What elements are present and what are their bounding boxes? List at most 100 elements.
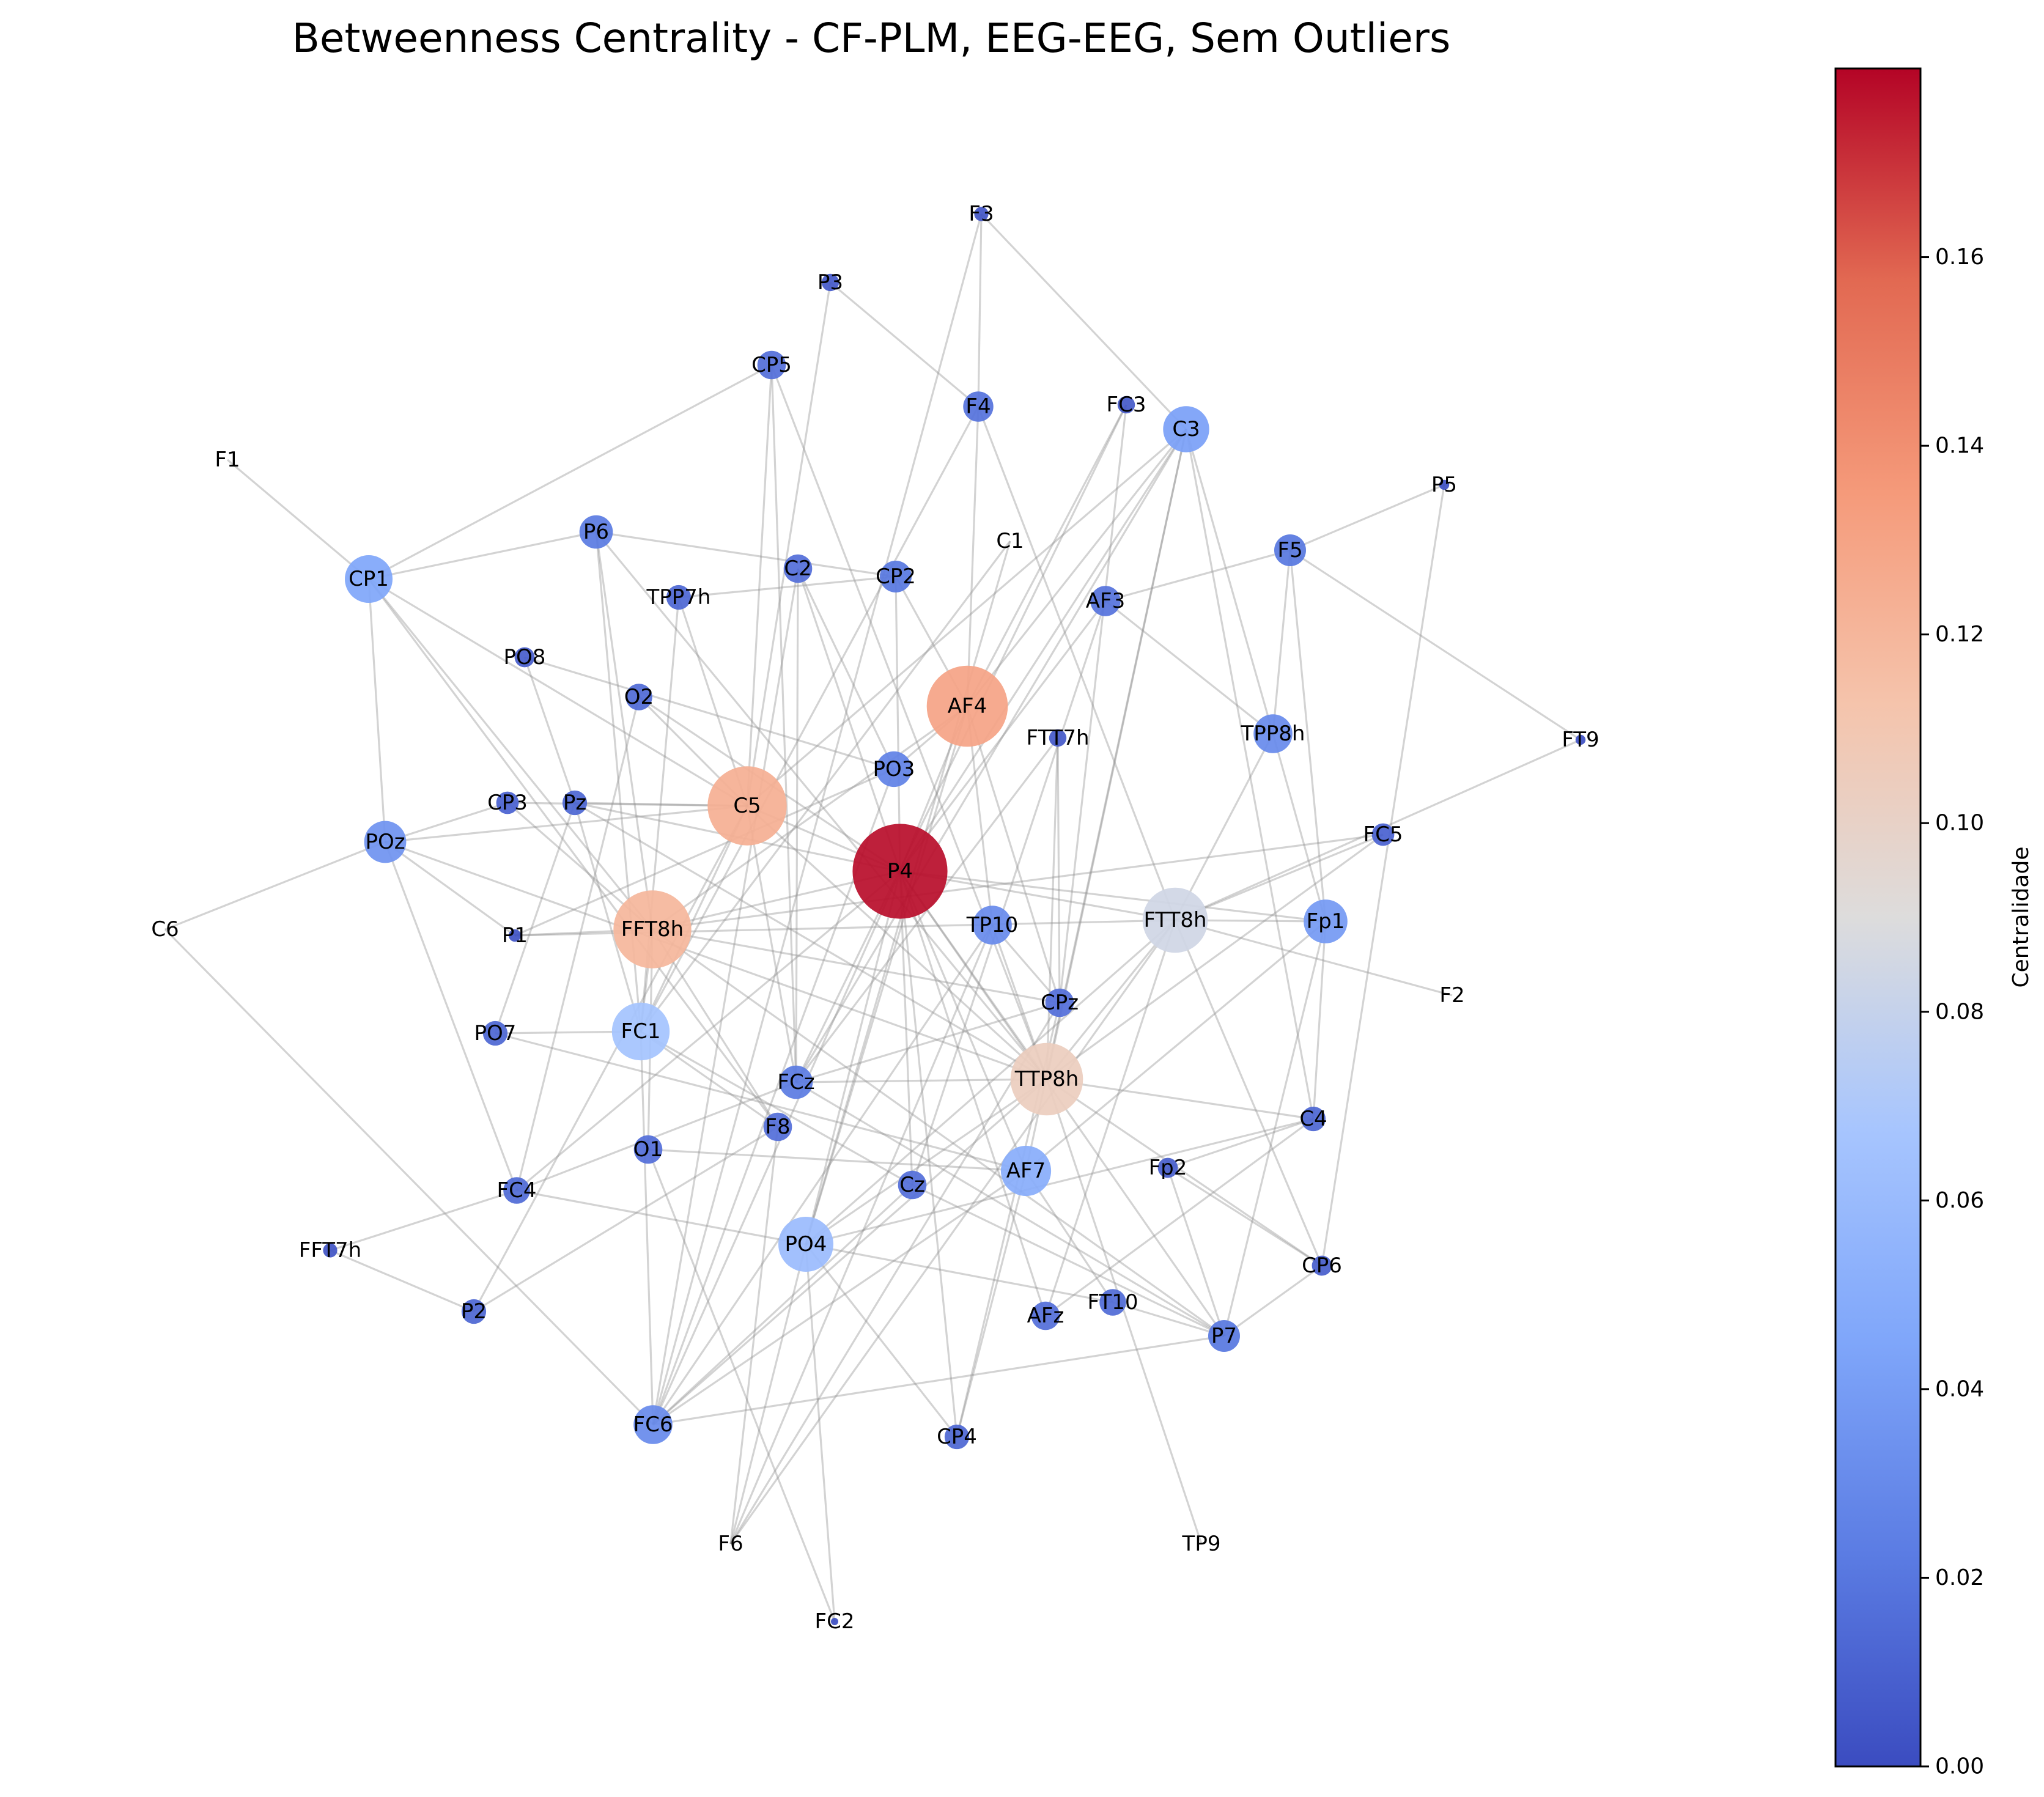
colorbar-tick-label: 0.12	[1935, 622, 1984, 647]
node-label-FTT7h: FTT7h	[1026, 726, 1089, 750]
node-label-CP4: CP4	[937, 1425, 977, 1449]
node-FTT8h	[1142, 887, 1208, 953]
edge-TTP8h-PO4	[805, 1078, 1047, 1245]
edge-FTT8h-F6	[729, 920, 1176, 1544]
edge-CP3-C5	[507, 802, 748, 807]
edge-PO4-CP4	[805, 1244, 958, 1437]
node-label-FT9: FT9	[1562, 728, 1599, 752]
edge-FC5-FFT8h	[652, 833, 1384, 931]
node-P3	[821, 273, 839, 292]
node-label-CP2: CP2	[876, 564, 916, 589]
edge-F5-Fp1	[1289, 550, 1327, 922]
chart-title: Betweenness Centrality - CF-PLM, EEG-EEG…	[292, 15, 1451, 62]
node-P4	[852, 824, 948, 919]
node-AF4	[926, 665, 1008, 747]
edge-F1-CP1	[226, 459, 370, 580]
node-O2	[625, 684, 652, 710]
edge-F5-TPP8h	[1272, 550, 1291, 734]
edge-CP2-TPP7h	[678, 575, 896, 599]
edge-POz-C6	[164, 841, 386, 931]
node-label-C3: C3	[1172, 417, 1200, 441]
edge-C5-FCz	[746, 805, 797, 1083]
node-FTT7h	[1049, 729, 1067, 747]
edge-FTT8h-AFz	[1044, 920, 1176, 1316]
node-label-FC3: FC3	[1107, 393, 1146, 417]
edge-P7-CP6	[1223, 1264, 1323, 1337]
node-P7	[1208, 1320, 1240, 1352]
colorbar: 0.00 0.02 0.04 0.06 0.08 0.10 0.12 0.14 0.16 Cen…	[1834, 67, 2034, 1779]
edge-TP10-FC6	[652, 924, 994, 1425]
edge-P4-AFz	[899, 871, 1047, 1316]
node-F5	[1274, 534, 1306, 566]
node-label-F8: F8	[765, 1115, 790, 1139]
node-label-FC6: FC6	[633, 1412, 673, 1437]
edge-FTT8h-PO4	[805, 919, 1176, 1245]
edge-F4-FTT8h	[977, 406, 1176, 921]
edge-CPz-FCz	[795, 1002, 1060, 1083]
node-C2	[783, 554, 813, 583]
edge-FC5-TTP8h	[1046, 833, 1384, 1080]
node-label-TP10: TP10	[966, 913, 1019, 937]
node-label-AF3: AF3	[1086, 589, 1125, 613]
edge-Fp1-P7	[1223, 921, 1327, 1337]
node-C3	[1163, 406, 1209, 452]
node-FC4	[503, 1177, 530, 1204]
edge-AF7-CP4	[956, 1170, 1027, 1437]
edge-FFT8h-F8	[651, 929, 779, 1127]
node-label-FC4: FC4	[497, 1178, 537, 1203]
node-Fp1	[1304, 899, 1348, 943]
node-label-F5: F5	[1277, 538, 1302, 563]
edge-PO8-Pz	[523, 657, 576, 803]
edge-P3-C5	[746, 282, 832, 806]
node-label-F3: F3	[969, 202, 994, 226]
edge-FT10-P7	[1112, 1301, 1225, 1337]
node-label-Fp2: Fp2	[1149, 1156, 1187, 1180]
edge-TTP8h-C4	[1046, 1078, 1314, 1120]
edge-AF7-FC6	[652, 1170, 1027, 1426]
edge-PO4-F6	[729, 1244, 807, 1544]
edge-P4-CP4	[899, 871, 958, 1437]
edge-P4-FC6	[652, 871, 901, 1425]
node-P6	[579, 515, 613, 549]
edge-AF7-FT10	[1025, 1170, 1114, 1303]
node-label-C1: C1	[996, 529, 1024, 553]
node-P5	[1439, 479, 1450, 490]
node-CP4	[944, 1424, 970, 1450]
colorbar-label: Centralidade	[2009, 847, 2034, 988]
node-FC3	[1117, 396, 1135, 414]
edge-TTP8h-CP6	[1046, 1078, 1323, 1267]
node-label-F4: F4	[965, 394, 991, 419]
colorbar-tick-label: 0.04	[1935, 1376, 1984, 1401]
node-label-C4: C4	[1299, 1107, 1327, 1131]
node-label-P2: P2	[461, 1299, 487, 1324]
edge-FTT8h-CP6	[1174, 920, 1323, 1266]
node-TP10	[973, 906, 1012, 945]
edge-Pz-PO7	[494, 802, 576, 1034]
node-FFT7h	[323, 1243, 338, 1258]
edge-CP1-POz	[367, 578, 386, 843]
edge-C3-C5	[746, 428, 1187, 807]
edge-C3-AF4	[966, 429, 1187, 707]
node-F4	[963, 391, 994, 422]
edge-POz-C5	[385, 805, 748, 843]
edge-Fp2-CP6	[1167, 1167, 1323, 1267]
node-P1	[508, 929, 522, 942]
edge-P6-FFT8h	[595, 531, 654, 930]
node-label-FFT7h: FFT7h	[299, 1238, 361, 1263]
edge-C2-P4	[797, 568, 901, 872]
node-TPP7h	[666, 585, 692, 610]
node-label-Pz: Pz	[563, 791, 586, 815]
node-F8	[763, 1112, 792, 1142]
node-label-AFz: AFz	[1027, 1304, 1064, 1328]
edge-C3-TTP8h	[1046, 429, 1187, 1080]
edge-TTP8h-FC6	[652, 1078, 1048, 1426]
edge-O1-FC2	[647, 1149, 836, 1622]
edge-FTT7h-CPz	[1057, 737, 1061, 1003]
edge-P5-F5	[1289, 484, 1445, 552]
edge-C2-FC6	[652, 568, 799, 1425]
node-PO3	[876, 751, 912, 788]
node-label-AF4: AF4	[948, 694, 987, 718]
edge-C4-PO4	[805, 1118, 1314, 1245]
edge-C3-FCz	[795, 429, 1187, 1083]
node-label-Fp1: Fp1	[1307, 909, 1345, 934]
